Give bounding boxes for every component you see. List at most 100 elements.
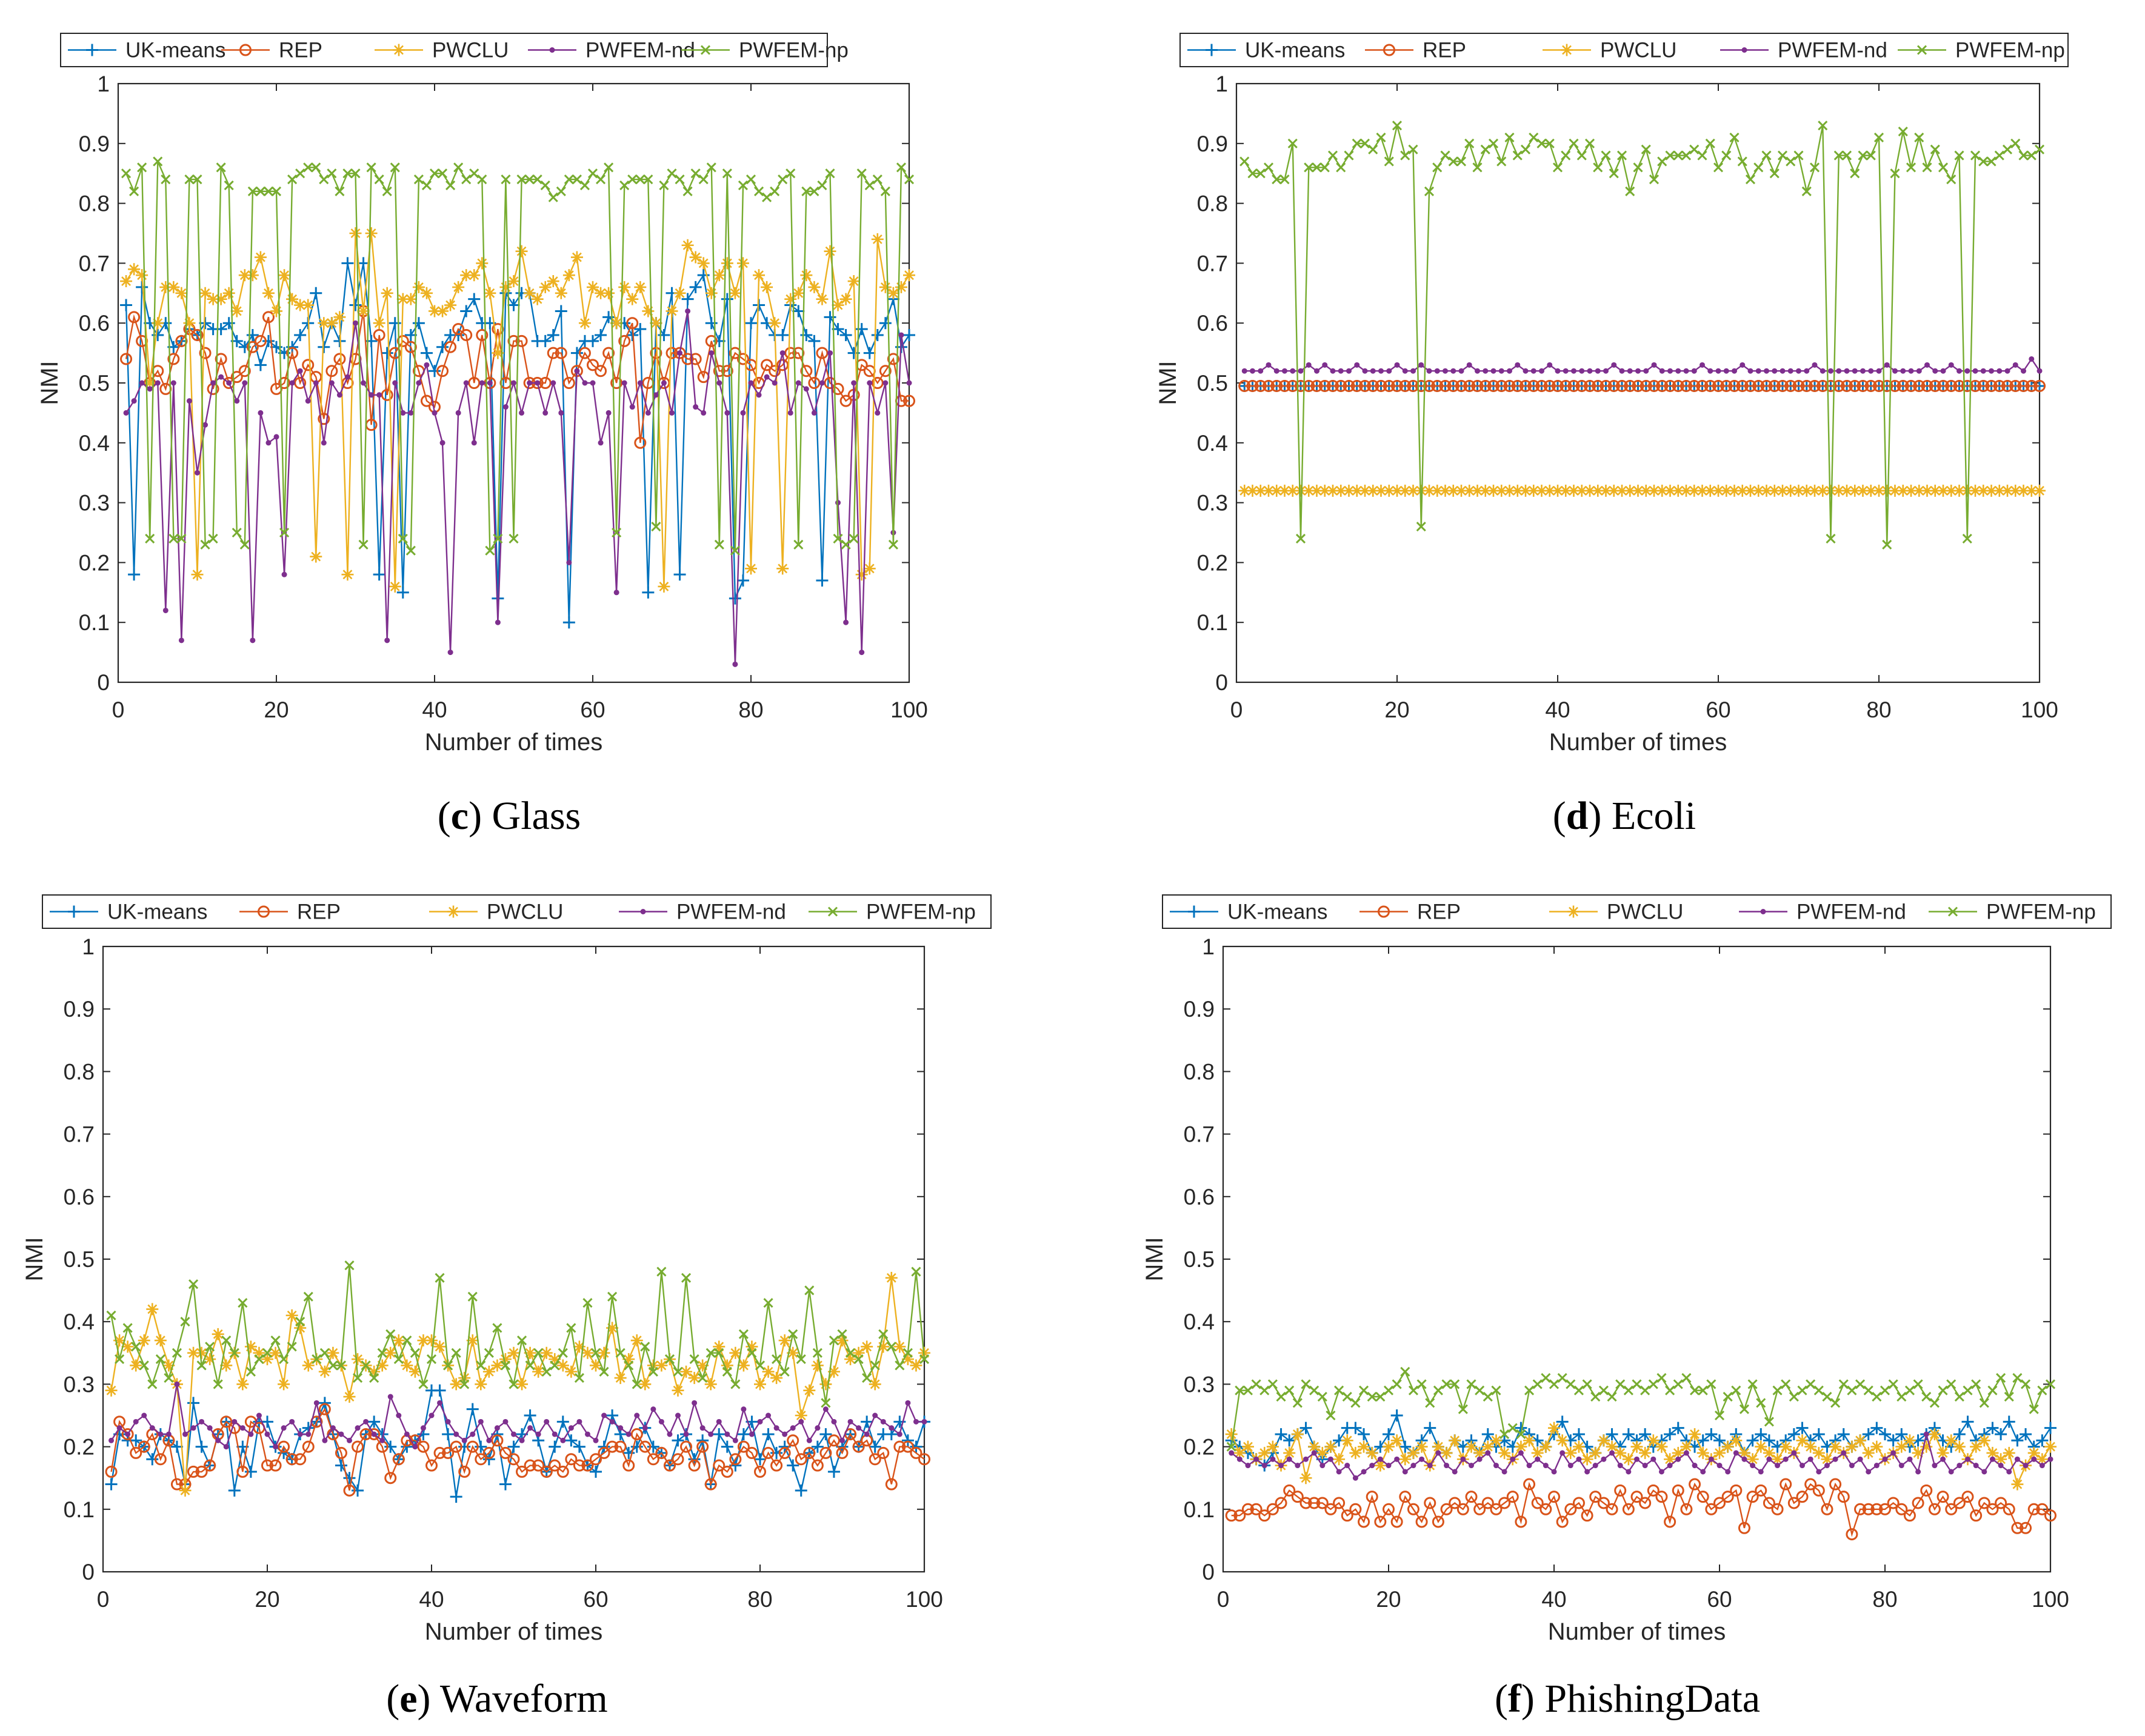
data-point [1524,1385,1535,1395]
data-point [195,1440,208,1453]
data-point [613,590,619,596]
data-point [634,436,647,449]
data-point [1483,368,1489,374]
data-point [1291,1491,1304,1503]
data-point [811,410,817,416]
data-point [347,1437,352,1443]
data-point [921,1418,927,1425]
data-point [565,1453,578,1466]
data-point [139,380,145,386]
data-point [1552,484,1564,497]
data-point [222,317,235,330]
panel-caption: (c) Glass [438,794,581,838]
data-point [1318,379,1331,392]
data-point [721,257,733,270]
data-point [1597,1497,1610,1509]
data-point [590,1348,601,1358]
data-point [138,1440,150,1453]
data-point [1932,368,1938,374]
data-point [1937,379,1949,392]
data-point [741,1406,747,1412]
data-point [1308,1440,1321,1453]
data-point [869,1440,881,1453]
data-point [880,186,890,196]
data-point [827,1465,840,1478]
data-point [176,533,187,544]
data-point [1504,132,1515,142]
data-point [1864,484,1877,497]
data-point [319,1348,330,1358]
data-point [1954,1391,1964,1402]
data-point [1498,1497,1511,1509]
data-point [669,410,675,416]
data-point [605,410,612,416]
data-point [1977,379,1990,392]
data-point [634,281,647,293]
data-point [451,1348,461,1358]
data-point [248,1431,254,1437]
data-point [297,1431,303,1437]
data-point [1350,1398,1361,1408]
data-point [507,299,520,311]
data-point [1499,1429,1510,1440]
data-point [294,1322,307,1334]
data-point [418,1379,429,1389]
data-point [137,162,147,173]
data-point [436,365,449,377]
data-point [2003,1446,2015,1459]
data-point [392,1453,405,1466]
data-point [121,168,132,179]
data-point [263,186,274,196]
data-point [1971,1379,1981,1389]
data-point [1273,368,1279,374]
caption-paren-close: ) [1588,794,1611,838]
data-point [1407,1446,1419,1459]
data-point [1327,379,1339,392]
data-point [681,1272,692,1283]
data-point [645,410,651,416]
data-point [647,1453,659,1466]
data-point [492,347,504,359]
data-point [648,1366,658,1377]
data-point [1327,484,1339,497]
data-point [435,1272,445,1283]
data-point [681,239,694,251]
data-point [1787,368,1793,374]
data-point [898,332,904,338]
data-point [800,269,813,282]
data-point [433,1446,446,1459]
data-point [455,410,461,416]
data-point [1945,1434,1958,1447]
data-point [579,180,590,191]
data-point [1450,368,1456,374]
data-point [318,317,330,330]
data-point [1536,138,1547,148]
data-point [708,1431,714,1437]
data-point [779,1366,790,1377]
data-point [1469,1463,1474,1469]
data-point [714,539,724,550]
data-point [1972,368,1978,374]
data-point [1824,1463,1830,1469]
y-tick-label: 0.7 [1197,251,1228,276]
data-point [1796,1434,1809,1447]
data-point [673,568,686,581]
data-point [1483,1391,1493,1402]
data-point [1985,484,1998,497]
data-point [732,661,738,667]
caption-paren-open: ( [1495,1677,1508,1721]
data-point [484,1348,494,1358]
data-point [1633,162,1643,173]
x-tick-label: 60 [1706,697,1730,722]
data-point [1985,379,1998,392]
data-point [436,305,449,318]
data-point [116,1425,122,1431]
x-tick-label: 80 [747,1587,772,1612]
data-point [1243,1385,1253,1395]
y-tick-label: 0.4 [79,431,110,456]
data-point [748,380,754,386]
data-point [1800,484,1813,497]
data-point [612,527,622,538]
data-point [1704,484,1716,497]
data-point [709,350,715,356]
